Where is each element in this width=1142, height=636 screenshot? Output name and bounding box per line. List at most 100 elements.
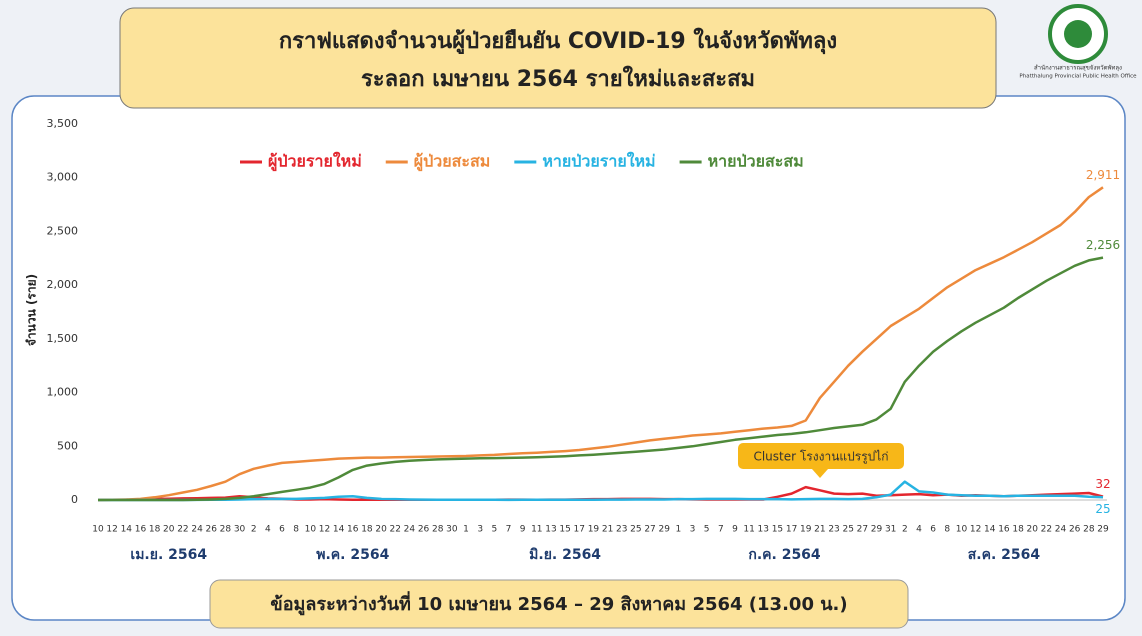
x-tick-label: 8 — [944, 525, 950, 535]
x-tick-label: 10 — [956, 525, 968, 535]
x-tick-label: 29 — [871, 525, 883, 535]
x-tick-label: 7 — [718, 525, 724, 535]
y-axis-label: จำนวน (ราย) — [25, 274, 39, 346]
annotation-box — [738, 443, 904, 469]
x-tick-label: 6 — [279, 525, 285, 535]
x-tick-label: 2 — [251, 525, 257, 535]
y-tick-label: 3,500 — [47, 117, 79, 130]
x-tick-label: 28 — [432, 525, 444, 535]
x-tick-label: 28 — [1083, 525, 1095, 535]
legend-label: หายป่วยสะสม — [708, 152, 804, 171]
x-tick-label: 5 — [704, 525, 710, 535]
month-label: มิ.ย. 2564 — [529, 547, 601, 563]
month-label: พ.ค. 2564 — [316, 547, 389, 563]
x-tick-label: 4 — [916, 525, 922, 535]
x-tick-label: 30 — [234, 525, 246, 535]
x-tick-label: 24 — [191, 525, 203, 535]
x-tick-label: 15 — [559, 525, 570, 535]
x-tick-label: 17 — [786, 525, 797, 535]
series-line — [98, 480, 1104, 502]
logo-subtext: Phatthalung Provincial Public Health Off… — [1019, 74, 1137, 80]
x-tick-label: 9 — [732, 525, 738, 535]
x-tick-label: 30 — [446, 525, 458, 535]
x-tick-label: 23 — [828, 525, 839, 535]
x-tick-label: 12 — [319, 525, 330, 535]
annotation-pointer — [812, 469, 828, 478]
value-label: 2,911 — [1086, 168, 1120, 182]
x-tick-label: 15 — [772, 525, 783, 535]
x-tick-label: 4 — [265, 525, 271, 535]
x-tick-label: 20 — [375, 525, 387, 535]
x-tick-label: 22 — [390, 525, 401, 535]
x-tick-label: 31 — [885, 525, 896, 535]
x-tick-label: 14 — [121, 525, 133, 535]
x-tick-label: 3 — [690, 525, 696, 535]
x-tick-label: 6 — [930, 525, 936, 535]
x-tick-label: 28 — [220, 525, 232, 535]
x-tick-label: 25 — [842, 525, 853, 535]
logo — [1064, 20, 1092, 48]
value-label: 2,256 — [1086, 238, 1120, 252]
y-tick-label: 3,000 — [47, 171, 79, 184]
y-tick-label: 2,000 — [47, 278, 79, 291]
x-tick-label: 18 — [361, 525, 373, 535]
chart-title: กราฟแสดงจำนวนผู้ป่วยยืนยัน COVID-19 ในจั… — [279, 27, 837, 55]
annotation: Cluster โรงงานแปรรูปไก่ — [753, 450, 888, 465]
x-tick-label: 20 — [1026, 525, 1038, 535]
x-tick-label: 8 — [293, 525, 299, 535]
x-tick-label: 24 — [404, 525, 416, 535]
x-tick-label: 26 — [206, 525, 218, 535]
x-tick-label: 1 — [463, 525, 469, 535]
x-tick-label: 21 — [814, 525, 825, 535]
month-label: ส.ค. 2564 — [968, 547, 1041, 563]
legend-label: ผู้ป่วยรายใหม่ — [268, 152, 362, 173]
x-tick-label: 22 — [1041, 525, 1052, 535]
chart-title: ระลอก เมษายน 2564 รายใหม่และสะสม — [361, 65, 755, 92]
logo-text: สำนักงานสาธารณสุขจังหวัดพัทลุง — [1034, 65, 1122, 72]
x-tick-label: 11 — [743, 525, 754, 535]
x-tick-label: 12 — [970, 525, 981, 535]
title-box — [119, 7, 997, 109]
x-tick-label: 16 — [135, 525, 147, 535]
x-tick-label: 25 — [630, 525, 641, 535]
x-tick-label: 7 — [506, 525, 512, 535]
x-tick-label: 16 — [998, 525, 1010, 535]
x-tick-label: 13 — [545, 525, 556, 535]
y-tick-label: 0 — [71, 493, 78, 506]
x-tick-label: 3 — [477, 525, 483, 535]
x-tick-label: 29 — [1097, 525, 1109, 535]
x-tick-label: 26 — [418, 525, 430, 535]
y-tick-label: 1,500 — [47, 332, 79, 345]
x-tick-label: 29 — [658, 525, 670, 535]
x-tick-label: 19 — [800, 525, 812, 535]
value-label: 32 — [1095, 477, 1110, 491]
x-tick-label: 11 — [531, 525, 542, 535]
chart-panel — [11, 95, 1126, 621]
x-tick-label: 5 — [491, 525, 497, 535]
series-line — [98, 256, 1104, 502]
series-line — [97, 186, 1104, 502]
month-label: เม.ย. 2564 — [130, 547, 207, 563]
y-tick-label: 500 — [57, 439, 78, 452]
x-tick-label: 24 — [1055, 525, 1067, 535]
x-tick-label: 14 — [984, 525, 996, 535]
x-tick-label: 27 — [857, 525, 868, 535]
x-tick-label: 14 — [333, 525, 345, 535]
x-tick-label: 26 — [1069, 525, 1081, 535]
footer-box — [209, 579, 909, 629]
y-tick-label: 1,000 — [47, 386, 79, 399]
x-tick-label: 27 — [644, 525, 655, 535]
x-tick-label: 12 — [106, 525, 117, 535]
x-tick-label: 1 — [675, 525, 681, 535]
x-tick-label: 20 — [163, 525, 175, 535]
value-label: 25 — [1095, 502, 1110, 516]
x-tick-label: 13 — [758, 525, 769, 535]
month-label: ก.ค. 2564 — [748, 547, 821, 563]
legend-label: ผู้ป่วยสะสม — [414, 152, 491, 173]
x-tick-label: 22 — [177, 525, 188, 535]
x-tick-label: 17 — [574, 525, 585, 535]
x-tick-label: 18 — [149, 525, 161, 535]
x-tick-label: 9 — [520, 525, 526, 535]
